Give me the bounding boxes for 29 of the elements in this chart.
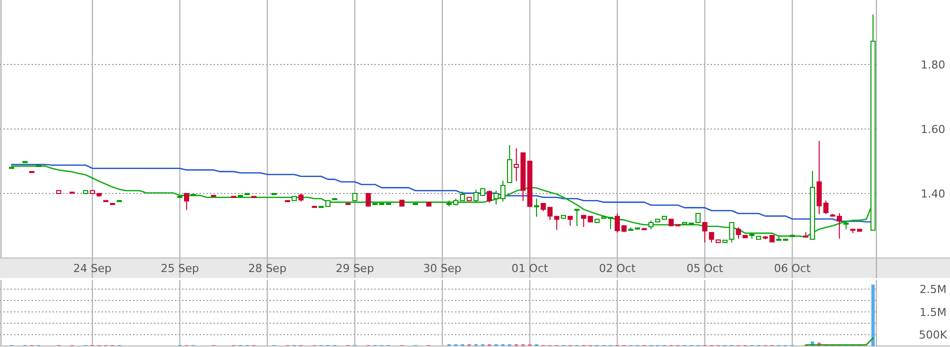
- y-tick-label: 500K: [918, 328, 948, 342]
- y-tick-label: 1.5M: [920, 306, 946, 319]
- candlestick: [534, 198, 540, 218]
- candlestick: [507, 144, 512, 184]
- y-tick-label: 1.80: [920, 58, 946, 72]
- y-tick-label: 1.40: [920, 188, 946, 200]
- x-tick-label: 06 Oct: [774, 262, 812, 275]
- x-tick-label: 01 Oct: [512, 262, 549, 275]
- x-tick-label: 02 Oct: [599, 262, 636, 275]
- x-tick-label: 28 Sep: [248, 262, 286, 275]
- candlestick: [702, 222, 708, 244]
- candlestick: [500, 180, 506, 202]
- candlestick: [574, 208, 580, 227]
- candlestick: [729, 222, 734, 244]
- candlestick: [736, 226, 742, 240]
- x-tick-label: 24 Sep: [73, 262, 112, 275]
- x-tick-label: 29 Sep: [336, 262, 374, 275]
- candlestick: [581, 214, 586, 228]
- x-tick-label: 25 Sep: [160, 262, 199, 275]
- candlestick: [568, 216, 573, 226]
- candlestick: [366, 193, 371, 207]
- y-tick-label: 1.60: [920, 123, 946, 136]
- candlestick: [494, 190, 499, 205]
- candlestick: [836, 212, 842, 240]
- x-tick-label: 30 Sep: [423, 262, 462, 275]
- candlestick: [184, 193, 190, 210]
- y-tick-label: 2.5M: [920, 283, 946, 296]
- candlestick: [486, 190, 492, 204]
- x-tick-label: 05 Oct: [686, 262, 724, 275]
